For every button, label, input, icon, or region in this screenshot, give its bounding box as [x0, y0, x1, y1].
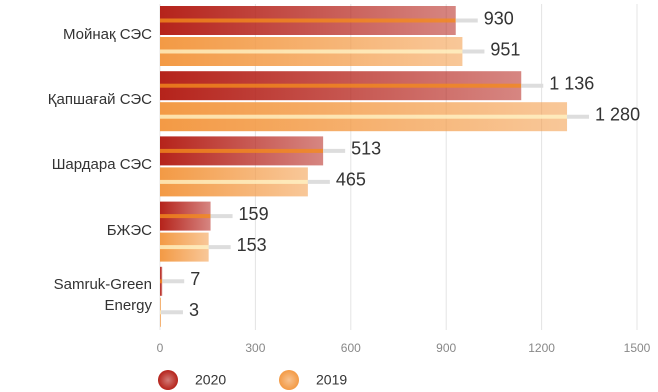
value-label: 159 — [239, 204, 269, 224]
x-tick-label: 1500 — [624, 341, 651, 355]
value-label: 1 136 — [549, 73, 594, 93]
x-tick-label: 1200 — [528, 341, 555, 355]
category-label: Шардара СЭС — [51, 156, 152, 174]
legend-label: 2020 — [195, 372, 226, 388]
value-label: 951 — [490, 39, 520, 59]
bar-highlight — [160, 114, 568, 119]
bar-highlight — [160, 245, 209, 250]
category-label: Қапшағай СЭС — [47, 91, 152, 109]
bar-highlight — [160, 214, 211, 219]
value-label: 7 — [190, 269, 200, 289]
legend-label: 2019 — [316, 372, 347, 388]
bar-highlight — [160, 18, 456, 23]
bar-highlight — [160, 179, 308, 184]
value-label: 513 — [351, 139, 381, 159]
category-label: БЖЭС — [106, 221, 152, 239]
bar-highlight — [160, 49, 463, 54]
bar-highlight — [160, 310, 161, 315]
legend-swatch — [158, 370, 178, 390]
value-label: 3 — [189, 300, 199, 320]
x-tick-label: 0 — [157, 341, 164, 355]
x-tick-label: 900 — [436, 341, 456, 355]
category-label: Мойнақ СЭС — [62, 26, 152, 44]
value-label: 930 — [484, 8, 514, 28]
bar-highlight — [160, 279, 163, 284]
bar-highlight — [160, 83, 522, 88]
x-tick-label: 600 — [341, 341, 361, 355]
value-label: 465 — [336, 170, 366, 190]
legend-swatch — [279, 370, 299, 390]
x-tick-label: 300 — [245, 341, 265, 355]
category-label: Samruk-Green Energy — [53, 276, 152, 315]
bar-highlight — [160, 148, 324, 153]
value-label: 1 280 — [595, 104, 640, 124]
value-label: 153 — [237, 235, 267, 255]
